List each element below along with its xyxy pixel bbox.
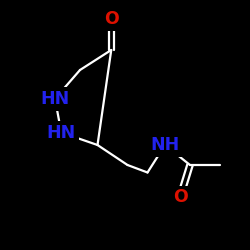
Text: O: O — [104, 10, 119, 28]
Text: O: O — [172, 188, 188, 206]
Text: HN: HN — [40, 90, 70, 108]
Text: NH: NH — [150, 136, 180, 154]
Text: HN: HN — [46, 124, 76, 142]
